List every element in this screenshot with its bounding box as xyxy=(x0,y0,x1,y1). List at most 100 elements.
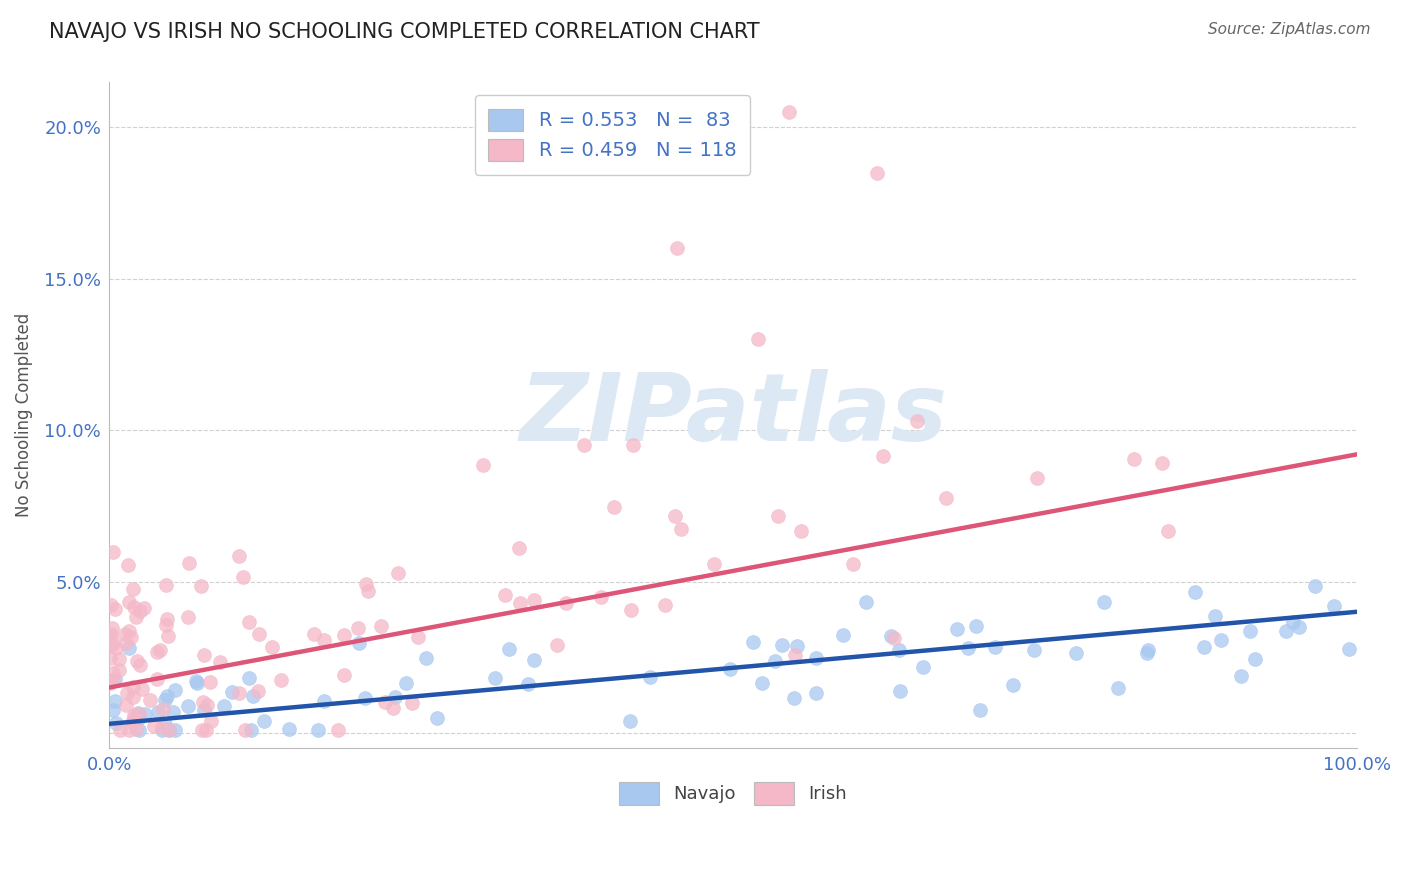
Point xyxy=(142,719,165,733)
Point xyxy=(152,723,174,737)
Point xyxy=(666,242,689,256)
Point xyxy=(122,582,145,596)
Point xyxy=(307,723,329,737)
Point xyxy=(1123,452,1146,467)
Point xyxy=(122,711,145,725)
Point xyxy=(1136,647,1159,661)
Point xyxy=(117,641,139,656)
Point xyxy=(804,686,827,700)
Point xyxy=(146,673,169,687)
Point xyxy=(163,723,186,737)
Point xyxy=(238,615,260,629)
Point xyxy=(152,702,174,716)
Point xyxy=(354,690,377,705)
Point xyxy=(555,596,578,610)
Point xyxy=(370,619,392,633)
Point xyxy=(253,714,276,728)
Point xyxy=(314,694,336,708)
Point xyxy=(623,438,645,452)
Point xyxy=(381,700,404,714)
Point xyxy=(347,621,370,635)
Point xyxy=(233,723,256,737)
Point xyxy=(190,723,212,737)
Point xyxy=(1275,624,1298,638)
Point xyxy=(177,699,200,714)
Point xyxy=(247,684,270,698)
Point xyxy=(157,723,180,737)
Point xyxy=(179,556,201,570)
Point xyxy=(1239,624,1261,638)
Point xyxy=(131,682,153,697)
Point xyxy=(546,639,568,653)
Point xyxy=(804,651,827,665)
Point xyxy=(115,636,138,650)
Point xyxy=(162,705,184,719)
Point xyxy=(983,640,1005,655)
Point xyxy=(128,723,150,737)
Point xyxy=(1339,642,1361,657)
Point xyxy=(751,676,773,690)
Point xyxy=(855,595,877,609)
Point xyxy=(1303,579,1326,593)
Point xyxy=(790,524,813,539)
Point xyxy=(190,579,212,593)
Point xyxy=(146,705,169,719)
Point xyxy=(200,714,222,729)
Point xyxy=(905,414,928,428)
Point xyxy=(508,541,530,556)
Point xyxy=(969,703,991,717)
Point xyxy=(100,598,122,612)
Point xyxy=(228,549,250,564)
Text: NAVAJO VS IRISH NO SCHOOLING COMPLETED CORRELATION CHART: NAVAJO VS IRISH NO SCHOOLING COMPLETED C… xyxy=(49,22,759,42)
Point xyxy=(214,699,236,714)
Point xyxy=(104,602,127,616)
Point xyxy=(374,695,396,709)
Point xyxy=(122,707,145,722)
Point xyxy=(401,696,423,710)
Point xyxy=(153,693,176,707)
Point xyxy=(1282,615,1305,629)
Point xyxy=(703,558,725,572)
Point xyxy=(118,624,141,638)
Point xyxy=(184,673,207,688)
Point xyxy=(1107,681,1129,695)
Point xyxy=(242,689,264,703)
Point xyxy=(766,508,789,523)
Point xyxy=(654,599,676,613)
Point xyxy=(101,635,124,649)
Point xyxy=(193,648,215,663)
Point xyxy=(965,619,987,633)
Point xyxy=(149,643,172,657)
Point xyxy=(156,689,179,703)
Point xyxy=(134,706,156,721)
Point xyxy=(494,588,516,602)
Point xyxy=(1209,632,1232,647)
Point xyxy=(1026,471,1049,485)
Legend: Navajo, Irish: Navajo, Irish xyxy=(612,774,855,813)
Point xyxy=(883,631,905,645)
Point xyxy=(517,676,540,690)
Point xyxy=(770,638,793,652)
Point xyxy=(239,723,262,737)
Point xyxy=(1024,642,1046,657)
Point xyxy=(935,491,957,506)
Point xyxy=(150,720,173,734)
Point xyxy=(98,676,121,690)
Point xyxy=(783,690,806,705)
Point xyxy=(122,600,145,615)
Point xyxy=(146,645,169,659)
Point xyxy=(1244,652,1267,666)
Point xyxy=(193,703,215,717)
Point xyxy=(121,690,143,705)
Point xyxy=(156,612,179,626)
Point xyxy=(260,640,283,655)
Point xyxy=(238,671,260,685)
Point xyxy=(177,610,200,624)
Point xyxy=(157,723,180,737)
Point xyxy=(406,631,429,645)
Point xyxy=(395,675,418,690)
Point xyxy=(98,651,121,665)
Point xyxy=(1092,594,1115,608)
Point xyxy=(139,693,162,707)
Point xyxy=(872,449,894,463)
